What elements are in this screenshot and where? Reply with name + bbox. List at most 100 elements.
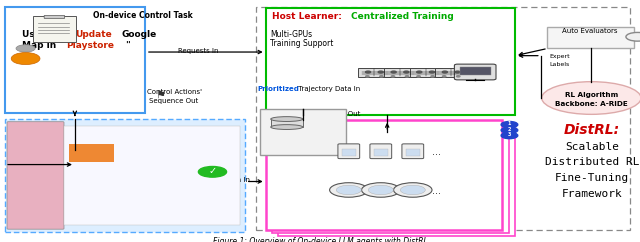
FancyBboxPatch shape xyxy=(460,67,491,75)
Text: Replay Buffer: Replay Buffer xyxy=(284,121,321,126)
FancyBboxPatch shape xyxy=(454,64,496,80)
FancyBboxPatch shape xyxy=(266,120,502,230)
Text: Mobile Devices/: Mobile Devices/ xyxy=(273,178,333,187)
Text: Labels: Labels xyxy=(550,62,570,67)
Text: Workers:: Workers: xyxy=(272,124,321,133)
Text: Multi-GPUs: Multi-GPUs xyxy=(270,30,312,39)
Text: RL Algorithm: RL Algorithm xyxy=(564,92,618,98)
Circle shape xyxy=(378,71,383,73)
Text: Host Learner:: Host Learner: xyxy=(272,12,345,21)
Circle shape xyxy=(365,76,369,77)
Text: Decentralized Execution: Decentralized Execution xyxy=(317,124,441,133)
Ellipse shape xyxy=(541,82,640,114)
Circle shape xyxy=(401,185,426,195)
Circle shape xyxy=(501,132,518,139)
Circle shape xyxy=(394,183,432,197)
Text: ✓: ✓ xyxy=(209,166,216,176)
FancyBboxPatch shape xyxy=(5,119,245,232)
Text: Update Policy Out: Update Policy Out xyxy=(298,111,360,117)
Circle shape xyxy=(391,76,395,77)
Text: Agents: Agents xyxy=(273,140,300,149)
Circle shape xyxy=(391,71,396,73)
Text: User: ": User: " xyxy=(22,30,57,38)
Text: Playstore: Playstore xyxy=(66,41,114,50)
FancyBboxPatch shape xyxy=(272,123,509,233)
Text: 1: 1 xyxy=(508,121,511,126)
Text: Control Actions': Control Actions' xyxy=(147,89,202,95)
Circle shape xyxy=(429,71,435,73)
FancyBboxPatch shape xyxy=(410,68,442,77)
Circle shape xyxy=(365,71,371,73)
FancyBboxPatch shape xyxy=(406,149,420,156)
Text: Backbone: A-RIDE: Backbone: A-RIDE xyxy=(555,101,628,107)
Circle shape xyxy=(455,71,460,73)
Circle shape xyxy=(16,45,35,52)
Circle shape xyxy=(198,166,227,177)
FancyBboxPatch shape xyxy=(402,144,424,159)
Circle shape xyxy=(456,76,460,77)
FancyBboxPatch shape xyxy=(278,126,515,236)
Circle shape xyxy=(417,76,420,77)
Circle shape xyxy=(626,32,640,41)
Text: 2: 2 xyxy=(508,127,511,132)
FancyBboxPatch shape xyxy=(266,8,515,115)
Text: Training Support: Training Support xyxy=(270,39,333,48)
Text: ...: ... xyxy=(432,147,441,158)
Circle shape xyxy=(442,71,447,73)
Text: Fine-Tuning: Fine-Tuning xyxy=(555,173,629,183)
Circle shape xyxy=(442,76,446,77)
Text: Distributed RL: Distributed RL xyxy=(545,157,639,167)
Text: Map in: Map in xyxy=(22,41,60,50)
Text: Prioritized: Prioritized xyxy=(257,86,299,92)
FancyBboxPatch shape xyxy=(342,149,356,156)
FancyBboxPatch shape xyxy=(64,126,240,225)
Circle shape xyxy=(405,76,409,77)
Circle shape xyxy=(501,127,518,133)
FancyBboxPatch shape xyxy=(271,119,303,127)
Text: Sequence Out: Sequence Out xyxy=(150,98,198,105)
Text: Centralized Training: Centralized Training xyxy=(351,12,454,21)
Text: ": " xyxy=(125,41,130,50)
Circle shape xyxy=(404,71,409,73)
FancyBboxPatch shape xyxy=(7,122,64,229)
FancyBboxPatch shape xyxy=(435,68,467,77)
Text: Distributed Prioritized: Distributed Prioritized xyxy=(273,114,333,120)
Text: Framework: Framework xyxy=(562,189,622,199)
Ellipse shape xyxy=(271,125,303,129)
FancyBboxPatch shape xyxy=(44,15,65,18)
FancyBboxPatch shape xyxy=(374,149,388,156)
Circle shape xyxy=(337,185,362,195)
Text: DistRL:: DistRL: xyxy=(564,123,620,137)
FancyBboxPatch shape xyxy=(384,68,416,77)
FancyBboxPatch shape xyxy=(370,144,392,159)
Text: Requests In: Requests In xyxy=(178,48,219,54)
Ellipse shape xyxy=(12,53,40,65)
FancyBboxPatch shape xyxy=(69,144,114,162)
Text: On-device Control Task: On-device Control Task xyxy=(93,11,193,20)
Text: ...: ... xyxy=(432,186,441,196)
Circle shape xyxy=(417,71,422,73)
Text: Update: Update xyxy=(76,30,112,38)
Text: 3: 3 xyxy=(508,132,511,137)
Text: Emulators: Emulators xyxy=(273,187,312,196)
FancyBboxPatch shape xyxy=(260,109,346,155)
Text: Google: Google xyxy=(122,30,157,38)
Circle shape xyxy=(362,183,400,197)
Text: Trajectory Data In: Trajectory Data In xyxy=(296,86,360,92)
FancyBboxPatch shape xyxy=(33,16,76,42)
Text: Trajectory Data In: Trajectory Data In xyxy=(188,177,250,183)
Circle shape xyxy=(380,76,383,77)
Text: Auto Evaluators: Auto Evaluators xyxy=(563,28,618,34)
Text: Figure 1: Overview of On-device LLM agents with DistRL: Figure 1: Overview of On-device LLM agen… xyxy=(212,237,428,242)
FancyBboxPatch shape xyxy=(5,7,145,113)
Circle shape xyxy=(501,121,518,128)
Ellipse shape xyxy=(271,117,303,121)
FancyBboxPatch shape xyxy=(358,68,390,77)
Text: Scalable: Scalable xyxy=(565,142,619,151)
Circle shape xyxy=(368,185,393,195)
FancyBboxPatch shape xyxy=(338,144,360,159)
Circle shape xyxy=(330,183,368,197)
FancyBboxPatch shape xyxy=(547,27,634,48)
Text: Expert: Expert xyxy=(550,54,570,60)
Circle shape xyxy=(431,76,435,77)
